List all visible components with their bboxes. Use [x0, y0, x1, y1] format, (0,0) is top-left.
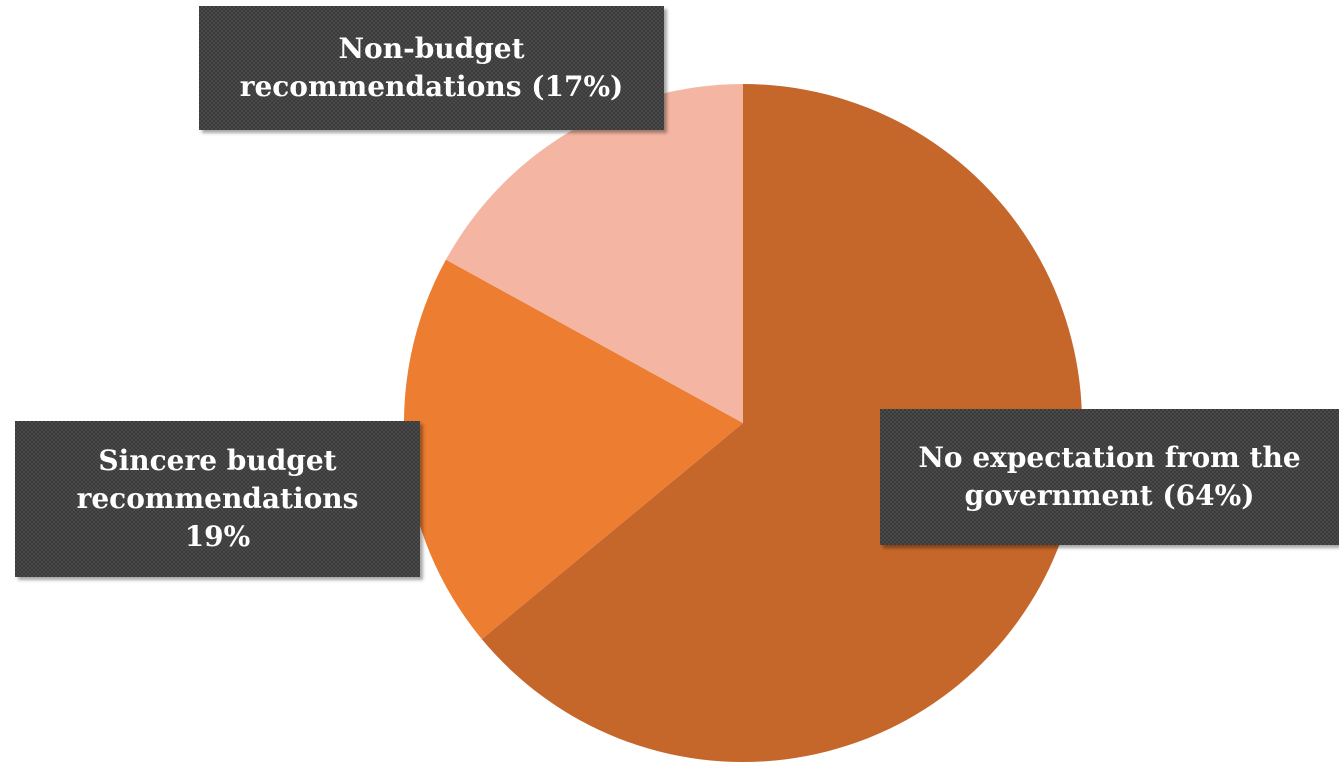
pie-slice-no-expectation: [481, 84, 1082, 763]
pie-slice-non-budget: [445, 84, 743, 423]
data-label-sincere-budget: Sincere budget recommendations 19%: [15, 421, 420, 577]
data-label-line: Sincere budget: [98, 444, 337, 477]
data-label-line: Non-budget: [338, 32, 525, 65]
data-label-line: recommendations: [76, 482, 359, 515]
data-label-no-expectation: No expectation from the government (64%): [880, 409, 1339, 545]
data-label-line: 19%: [184, 520, 251, 553]
data-label-line: No expectation from the: [918, 441, 1301, 474]
pie-slice-sincere-budget: [404, 259, 743, 640]
data-label-non-budget: Non-budget recommendations (17%): [199, 6, 664, 130]
data-label-line: recommendations (17%): [239, 70, 624, 103]
data-label-line: government (64%): [964, 479, 1255, 512]
pie-slices: [404, 84, 1082, 763]
